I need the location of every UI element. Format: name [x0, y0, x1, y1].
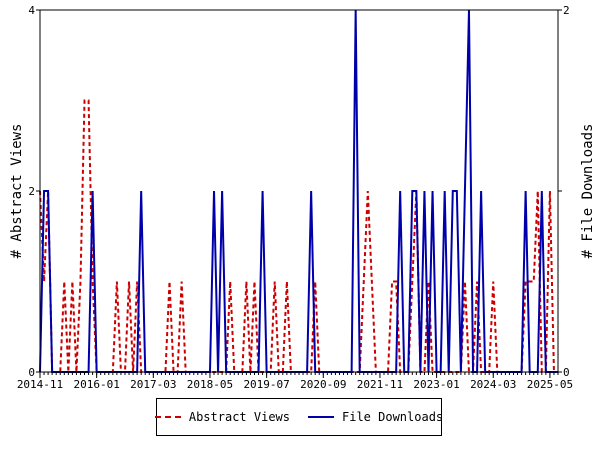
x-tick-label: 2019-07 [243, 378, 289, 391]
x-tick-label: 2017-03 [130, 378, 176, 391]
x-tick-label: 2014-11 [17, 378, 63, 391]
x-tick-label: 2016-01 [73, 378, 119, 391]
x-tick-label: 2021-11 [357, 378, 403, 391]
y-right-tick-label: 0 [563, 366, 570, 379]
y-left-tick-label: 2 [28, 185, 35, 198]
legend-label-file-downloads: File Downloads [342, 410, 444, 424]
left-axis-title: # Abstract Views [9, 124, 25, 259]
x-tick-label: 2025-05 [527, 378, 573, 391]
x-tick-label: 2023-01 [413, 378, 459, 391]
legend-item-file-downloads: File Downloads [308, 410, 443, 424]
x-tick-label: 2018-05 [187, 378, 233, 391]
legend-swatch-abstract-views [154, 416, 181, 418]
x-tick-label: 2024-03 [470, 378, 516, 391]
legend: Abstract Views File Downloads [154, 398, 443, 436]
y-right-tick-label: 2 [563, 4, 570, 17]
legend-label-abstract-views: Abstract Views [188, 410, 290, 424]
y-left-tick-label: 0 [28, 366, 35, 379]
legend-item-abstract-views: Abstract Views [154, 410, 290, 424]
right-axis-title: # File Downloads [580, 124, 596, 259]
legend-swatch-file-downloads [308, 416, 334, 418]
y-left-tick-label: 4 [28, 4, 35, 17]
x-tick-label: 2020-09 [300, 378, 346, 391]
